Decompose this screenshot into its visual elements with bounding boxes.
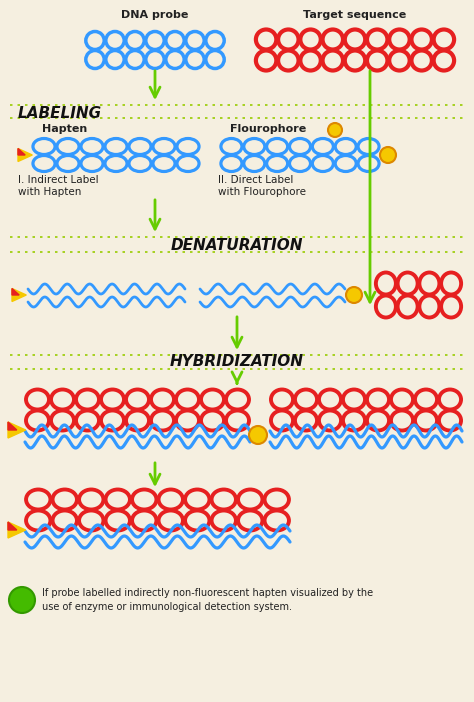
Text: II. Direct Label
with Flourophore: II. Direct Label with Flourophore (218, 175, 306, 197)
Polygon shape (8, 422, 26, 438)
Polygon shape (18, 149, 25, 155)
Text: LABELING: LABELING (18, 105, 102, 121)
Polygon shape (8, 522, 17, 530)
Circle shape (249, 426, 267, 444)
Text: If probe labelled indirectly non-fluorescent hapten visualized by the
use of enz: If probe labelled indirectly non-fluores… (42, 588, 373, 612)
Text: Flourophore: Flourophore (230, 124, 306, 134)
Polygon shape (12, 289, 19, 295)
Text: DNA probe: DNA probe (121, 10, 189, 20)
Polygon shape (8, 422, 17, 430)
Circle shape (9, 587, 35, 613)
Circle shape (328, 123, 342, 137)
Text: I. Indirect Label
with Hapten: I. Indirect Label with Hapten (18, 175, 99, 197)
Text: Target sequence: Target sequence (303, 10, 407, 20)
Circle shape (380, 147, 396, 163)
Circle shape (346, 287, 362, 303)
Polygon shape (18, 149, 32, 161)
Text: DENATURATION: DENATURATION (171, 237, 303, 253)
Polygon shape (12, 289, 26, 301)
Text: Hapten: Hapten (42, 124, 87, 134)
Polygon shape (8, 522, 26, 538)
Text: HYBRIDIZATION: HYBRIDIZATION (170, 355, 304, 369)
